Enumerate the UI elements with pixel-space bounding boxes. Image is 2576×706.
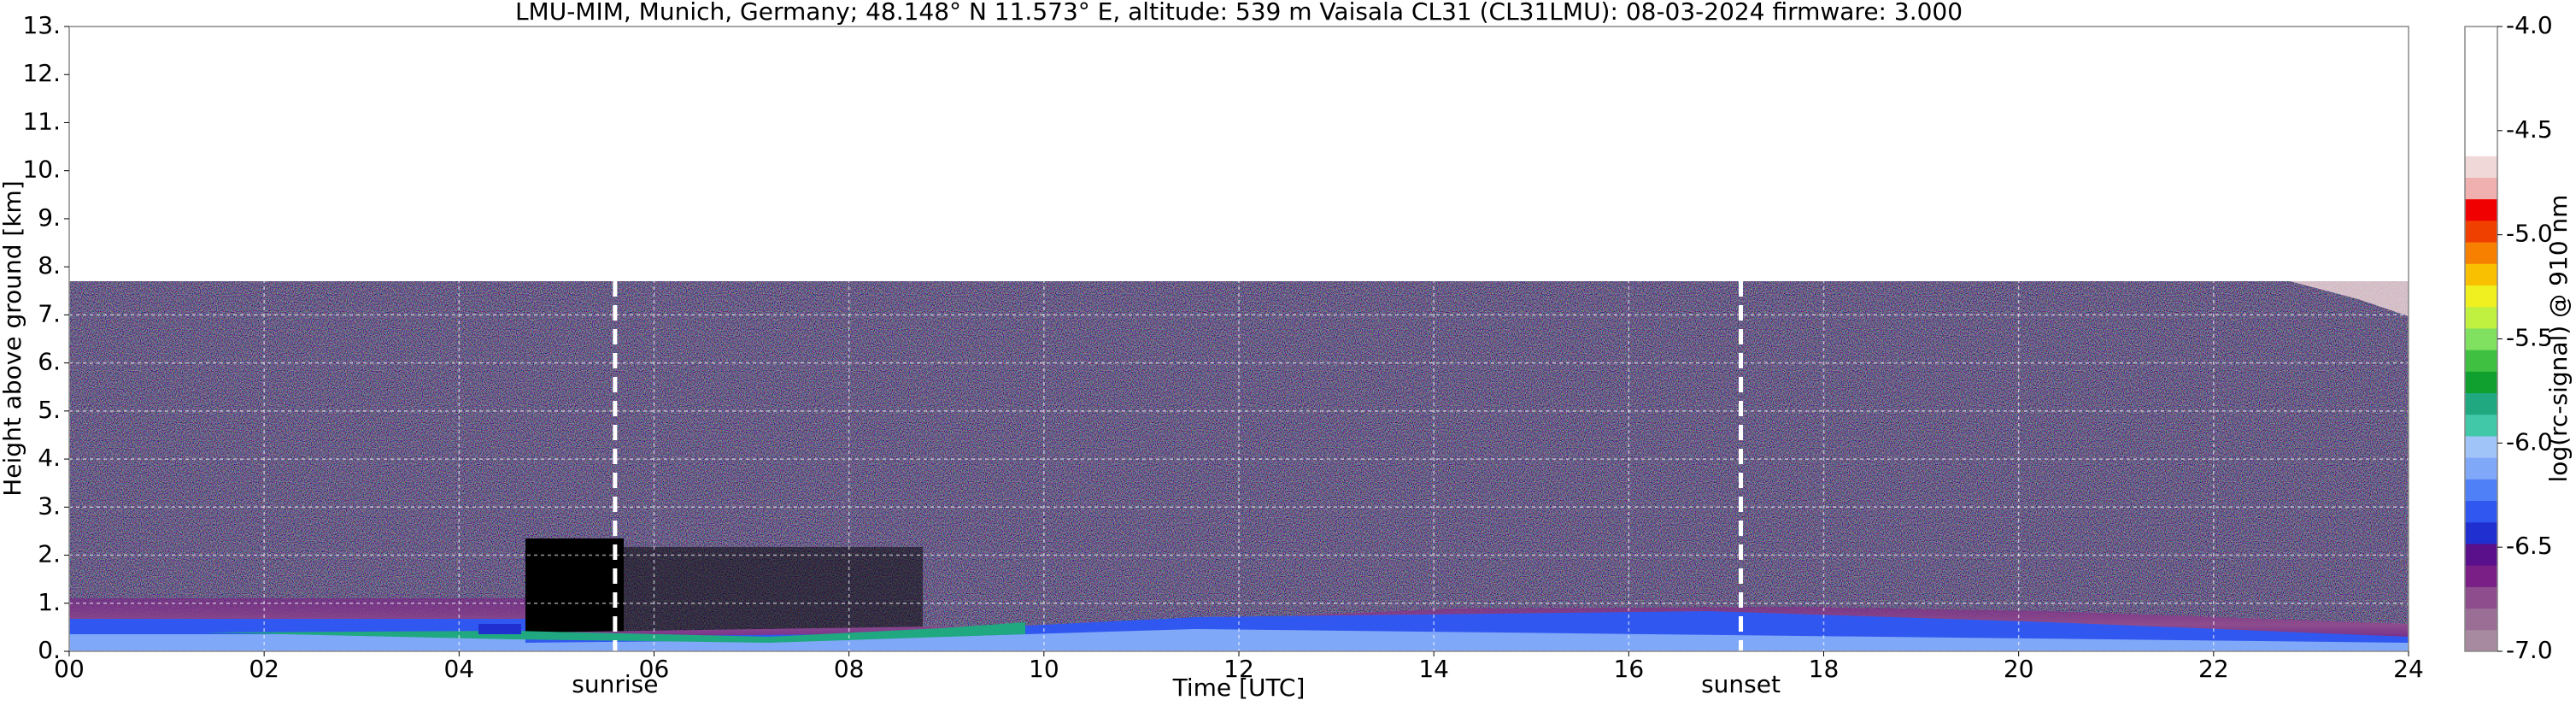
colorbar-segment xyxy=(2465,26,2497,49)
colorbar-segment xyxy=(2465,543,2497,566)
y-tick-label: 2. xyxy=(38,540,61,568)
aerosol-layer xyxy=(205,622,1025,643)
dark-region xyxy=(624,547,923,632)
colorbar-segment xyxy=(2465,521,2497,544)
colorbar-segment xyxy=(2465,112,2497,135)
y-tick-label: 13. xyxy=(22,11,61,39)
colorbar-segment xyxy=(2465,69,2497,92)
x-tick-label: 18 xyxy=(1809,655,1840,683)
x-tick-label: 08 xyxy=(834,655,865,683)
colorbar-segment xyxy=(2465,435,2497,458)
colorbar-segment xyxy=(2465,177,2497,200)
colorbar-segment xyxy=(2465,198,2497,221)
y-axis-label: Height above ground [km] xyxy=(0,180,26,497)
colorbar-segment xyxy=(2465,48,2497,70)
dark-region xyxy=(525,538,624,632)
colorbar-segment xyxy=(2465,134,2497,156)
colorbar-tick-label: -5.0 xyxy=(2506,220,2553,248)
chart-title: LMU-MIM, Munich, Germany; 48.148° N 11.5… xyxy=(515,0,1963,26)
x-tick-label: 12 xyxy=(1223,655,1254,683)
y-tick-label: 8. xyxy=(38,251,61,279)
y-tick-label: 7. xyxy=(38,299,61,327)
x-tick-label: 04 xyxy=(444,655,475,683)
colorbar-tick-label: -4.5 xyxy=(2506,115,2553,144)
annotation-label: sunset xyxy=(1701,670,1781,698)
colorbar-segment xyxy=(2465,263,2497,285)
colorbar-segment xyxy=(2465,392,2497,415)
colorbar-segment xyxy=(2465,91,2497,114)
y-tick-label: 0. xyxy=(38,636,61,664)
cloud-signal xyxy=(2290,281,2409,316)
colorbar-segment xyxy=(2465,629,2497,652)
y-tick-label: 4. xyxy=(38,444,61,472)
colorbar-label: log(rc-signal) @ 910 nm xyxy=(2544,195,2573,483)
y-tick-label: 11. xyxy=(22,107,61,135)
colorbar-segment xyxy=(2465,285,2497,308)
colorbar-segment xyxy=(2465,327,2497,350)
y-tick-label: 12. xyxy=(22,59,61,87)
colorbar-segment xyxy=(2465,350,2497,372)
x-tick-label: 02 xyxy=(249,655,279,683)
x-tick-label: 14 xyxy=(1418,655,1449,683)
x-tick-label: 22 xyxy=(2198,655,2229,683)
y-tick-label: 1. xyxy=(38,588,61,616)
colorbar-segment xyxy=(2465,565,2497,587)
colorbar-segment xyxy=(2465,306,2497,329)
colorbar-segment xyxy=(2465,156,2497,178)
colorbar-segment xyxy=(2465,608,2497,631)
y-tick-label: 6. xyxy=(38,348,61,376)
colorbar-tick-label: -6.5 xyxy=(2506,532,2553,560)
y-tick-label: 9. xyxy=(38,203,61,232)
annotation-label: sunrise xyxy=(572,670,658,698)
y-tick-label: 5. xyxy=(38,396,61,424)
x-tick-label: 20 xyxy=(2004,655,2034,683)
x-axis-label: Time [UTC] xyxy=(1172,674,1306,702)
colorbar-segment xyxy=(2465,371,2497,394)
colorbar-tick-label: -7.0 xyxy=(2506,636,2553,664)
colorbar-tick-label: -6.0 xyxy=(2506,427,2553,456)
x-tick-label: 00 xyxy=(54,655,85,683)
x-tick-label: 16 xyxy=(1614,655,1645,683)
aerosol-layer xyxy=(478,624,521,634)
colorbar-segment xyxy=(2465,220,2497,243)
colorbar-segment xyxy=(2465,586,2497,609)
colorbar-segment xyxy=(2465,500,2497,523)
x-tick-label: 24 xyxy=(2393,655,2424,683)
colorbar-segment xyxy=(2465,414,2497,437)
x-tick-label: 10 xyxy=(1029,655,1059,683)
y-tick-label: 10. xyxy=(22,156,61,184)
colorbar-segment xyxy=(2465,479,2497,502)
colorbar-segment xyxy=(2465,457,2497,479)
colorbar-tick-label: -5.5 xyxy=(2506,324,2553,352)
colorbar-tick-label: -4.0 xyxy=(2506,11,2553,39)
colorbar-segment xyxy=(2465,242,2497,264)
aerosol-layer xyxy=(69,629,2409,651)
y-tick-label: 3. xyxy=(38,491,61,520)
x-tick-label: 06 xyxy=(639,655,670,683)
